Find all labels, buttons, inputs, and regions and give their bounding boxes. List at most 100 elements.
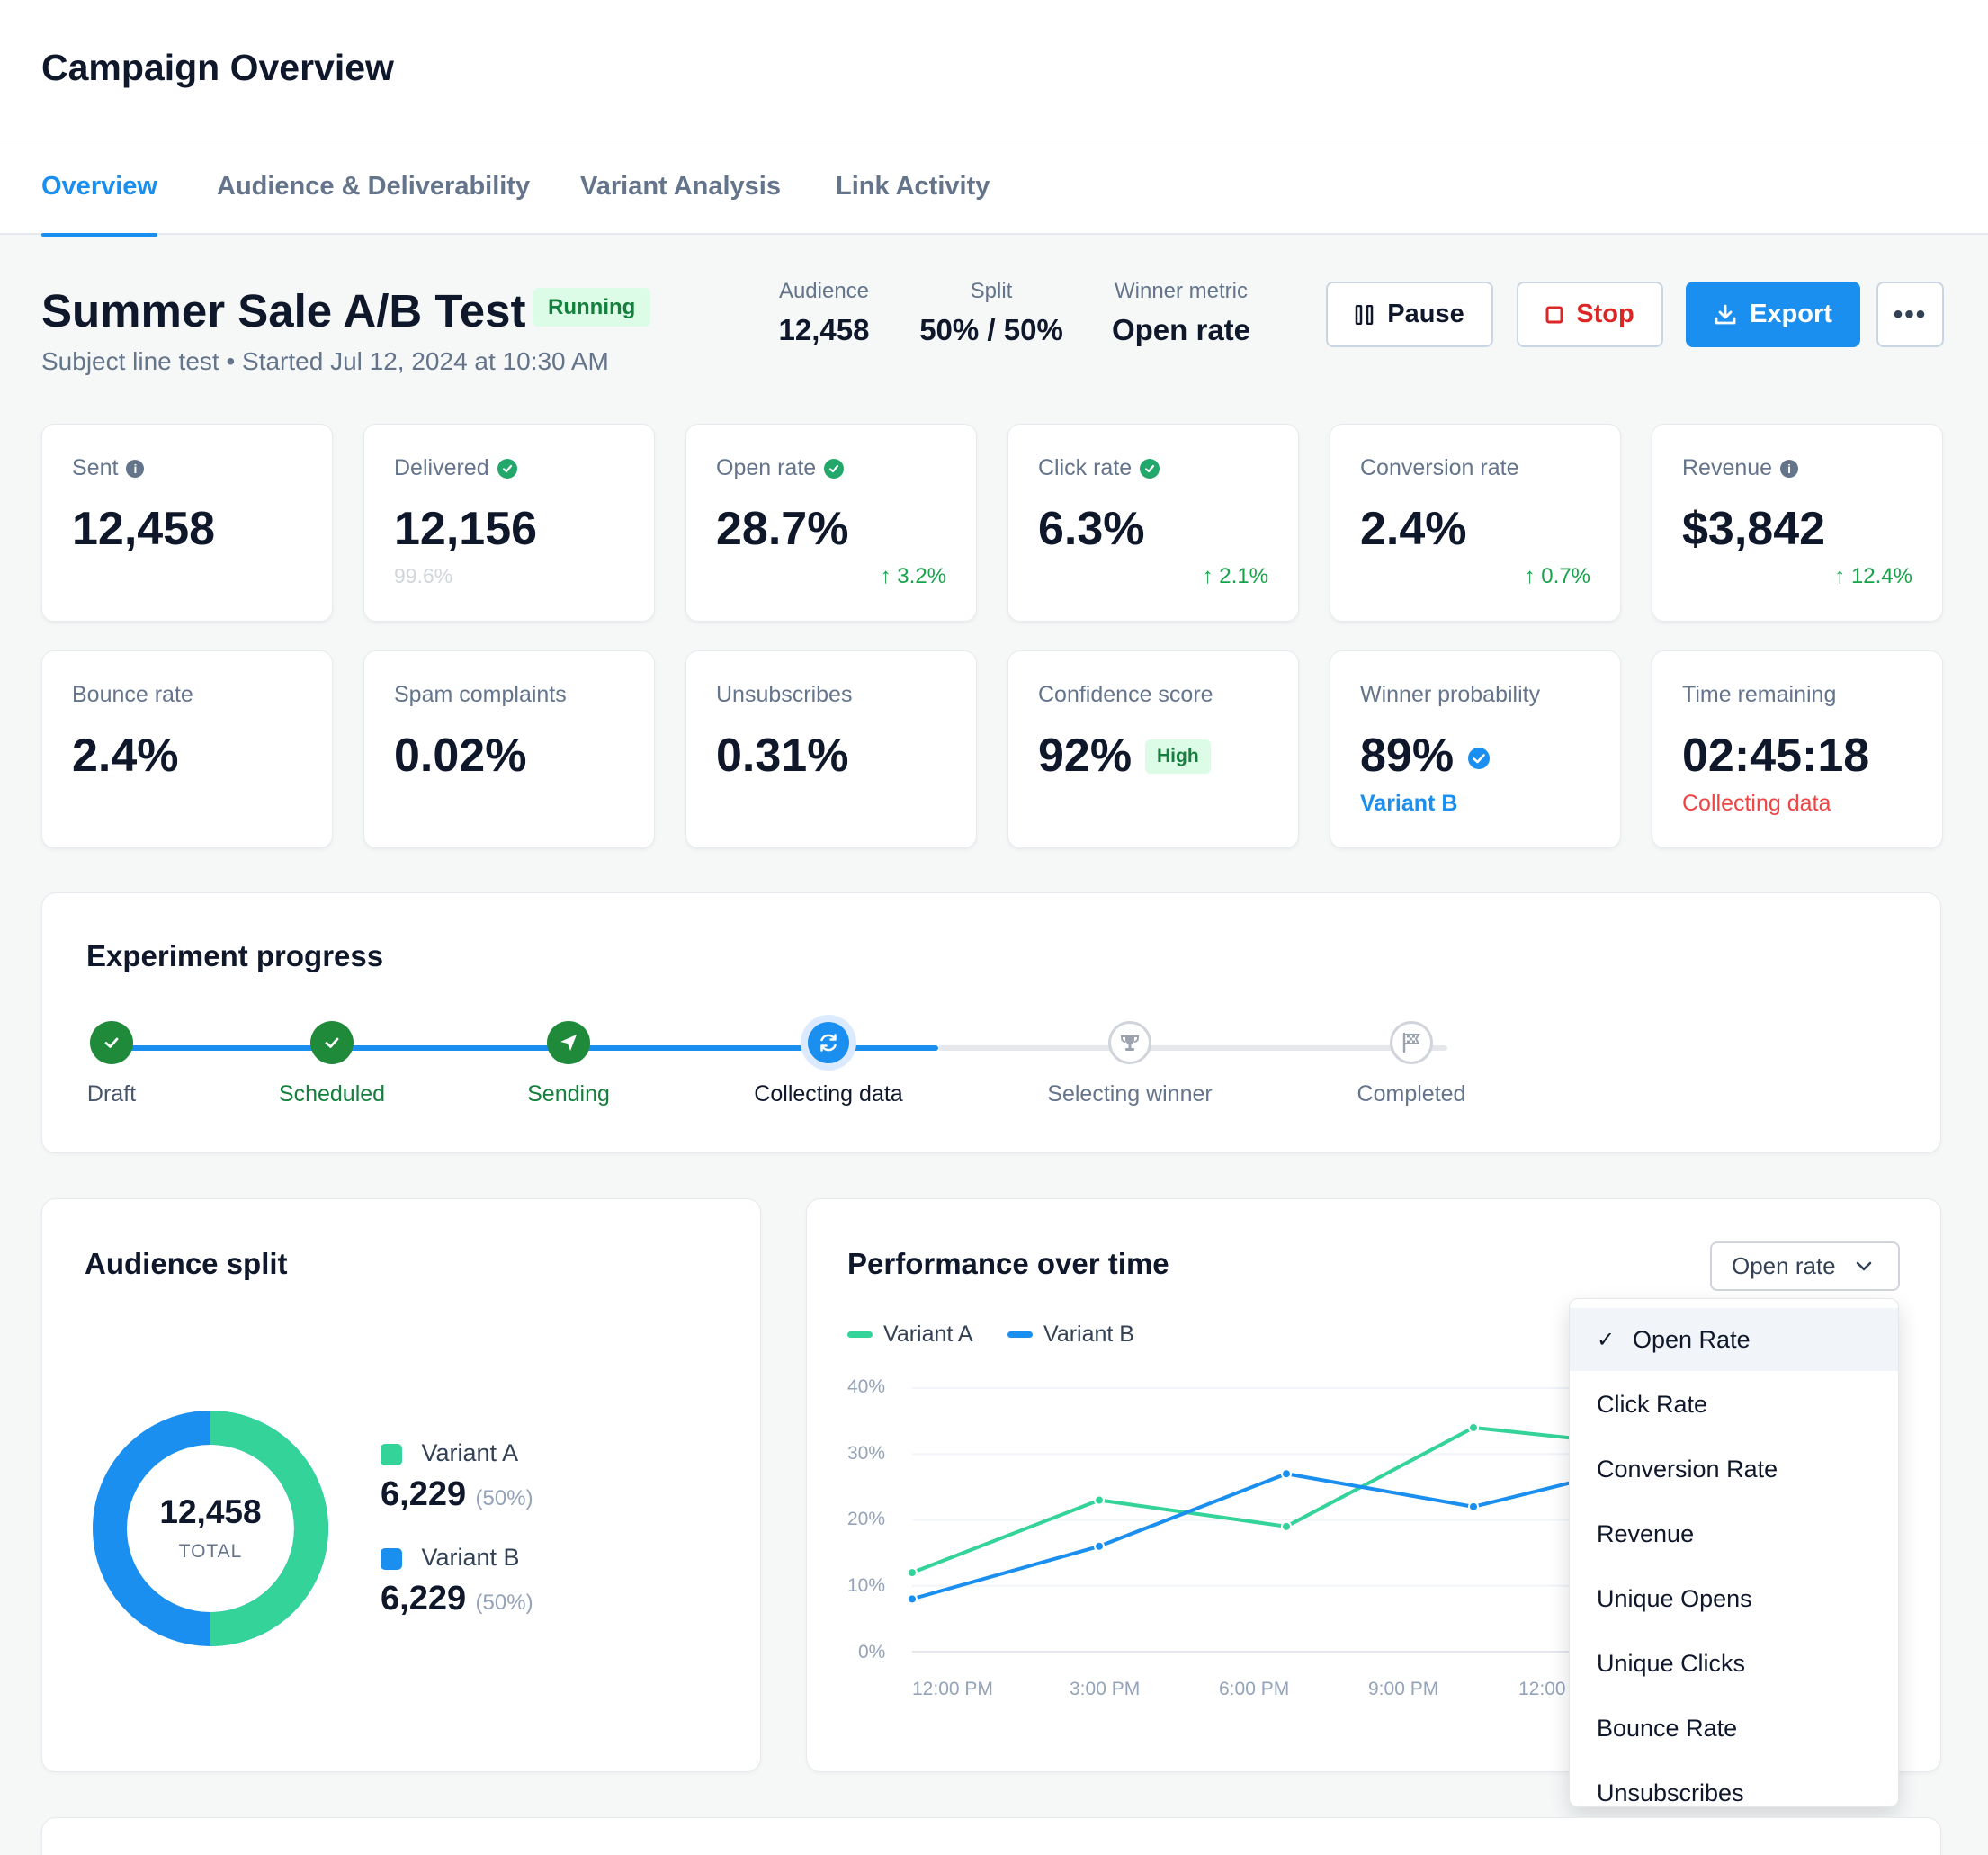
legend-swatch-b (381, 1547, 402, 1570)
metric-value: 0.31% (716, 730, 849, 782)
metric-label: Time remaining (1682, 682, 1837, 707)
menu-item-conversion-rate[interactable]: Conversion Rate (1570, 1438, 1898, 1501)
data-point[interactable] (907, 1567, 918, 1579)
data-point[interactable] (1281, 1520, 1292, 1532)
metric-card-bounce-rate: Bounce rate 2.4% (41, 650, 333, 848)
tab-overview[interactable]: Overview (41, 172, 157, 237)
metric-value: $3,842 (1682, 503, 1826, 555)
more-options-button[interactable]: ••• (1876, 282, 1944, 347)
chart-legend-variant-a: Variant A (847, 1322, 973, 1348)
data-point[interactable] (907, 1593, 918, 1605)
metric-label: Winner probability (1360, 682, 1541, 707)
page-title: Campaign Overview (41, 47, 394, 88)
meta-winner-metric: Winner metric Open rate (1105, 279, 1258, 347)
step-label-sending: Sending (527, 1081, 610, 1107)
donut-total-label: TOTAL (178, 1541, 243, 1562)
metric-delta-value: 2.1% (1219, 564, 1268, 588)
arrow-up-icon: ↑ (1524, 564, 1536, 588)
performance-line-chart (907, 1387, 1583, 1653)
refresh-icon (808, 1022, 849, 1063)
pause-button[interactable]: Pause (1326, 282, 1493, 347)
step-label-completed: Completed (1357, 1081, 1466, 1107)
x-tick: 6:00 PM (1219, 1679, 1290, 1699)
x-tick: 12:00 PM (912, 1679, 993, 1699)
metric-delta: ↑ 12.4% (1834, 564, 1912, 589)
trophy-icon (1108, 1021, 1151, 1064)
chart-legend-variant-b: Variant B (1007, 1322, 1134, 1348)
arrow-up-icon: ↑ (880, 564, 891, 588)
metric-delta-value: 12.4% (1850, 564, 1912, 588)
confidence-tag: High (1145, 739, 1211, 774)
metric-card-sent: Sent i 12,458 (41, 424, 333, 622)
metric-label: Open rate (716, 455, 845, 481)
series-line-variant-b (911, 1472, 1583, 1601)
tab-variant-analysis[interactable]: Variant Analysis (580, 172, 781, 201)
menu-item-unique-opens[interactable]: Unique Opens (1570, 1567, 1898, 1630)
data-point[interactable] (1468, 1421, 1479, 1433)
next-section-panel (41, 1817, 1941, 1855)
menu-item-unsubscribes[interactable]: Unsubscribes (1570, 1761, 1898, 1806)
metric-value: 0.02% (394, 730, 527, 782)
winner-variant-link[interactable]: Variant B (1360, 791, 1458, 816)
check-circle-icon (824, 458, 845, 479)
metric-label: Click rate (1038, 455, 1160, 481)
progress-track-remaining (938, 1045, 1447, 1051)
metric-card-time-remaining: Time remaining 02:45:18 Collecting data (1652, 650, 1943, 848)
menu-item-unique-clicks[interactable]: Unique Clicks (1570, 1632, 1898, 1695)
menu-item-label: Click Rate (1597, 1390, 1708, 1418)
series-line-variant-a (911, 1425, 1583, 1574)
data-point[interactable] (1281, 1468, 1292, 1480)
metric-label: Conversion rate (1360, 455, 1518, 481)
metric-label: Bounce rate (72, 682, 193, 707)
step-sending-send-icon (547, 1021, 590, 1064)
data-point[interactable] (1094, 1540, 1105, 1552)
x-tick: 3:00 PM (1070, 1679, 1141, 1699)
menu-item-label: Conversion Rate (1597, 1455, 1778, 1483)
tab-audience-deliverability[interactable]: Audience & Deliverability (217, 172, 531, 201)
metric-label-text: Open rate (716, 455, 817, 480)
metric-select-dropdown[interactable]: Open rate (1710, 1241, 1900, 1291)
menu-item-label: Unsubscribes (1597, 1779, 1744, 1806)
pause-label: Pause (1387, 300, 1464, 328)
legend-variant-a: Variant A (381, 1439, 518, 1467)
menu-item-label: Revenue (1597, 1519, 1695, 1547)
metric-label: Confidence score (1038, 682, 1213, 707)
info-icon[interactable]: i (1780, 459, 1799, 478)
meta-split: Split 50% / 50% (914, 279, 1069, 347)
menu-item-open-rate[interactable]: ✓ Open Rate (1570, 1308, 1898, 1371)
metric-value: 12,156 (394, 503, 538, 555)
menu-item-revenue[interactable]: Revenue (1570, 1502, 1898, 1565)
metric-label-text: Conversion rate (1360, 455, 1519, 480)
check-icon: ✓ (1597, 1327, 1616, 1352)
step-label-scheduled: Scheduled (278, 1081, 386, 1107)
metric-value: 12,458 (72, 503, 216, 555)
variant-b-count: 6,229 (50%) (381, 1580, 533, 1618)
metric-value: 89% (1360, 729, 1491, 783)
metric-card-spam-complaints: Spam complaints 0.02% (363, 650, 655, 848)
metric-card-click-rate: Click rate 6.3% ↑ 2.1% (1007, 424, 1299, 622)
step-label-draft: Draft (86, 1081, 137, 1107)
metric-select-value: Open rate (1732, 1252, 1836, 1279)
tab-link-activity[interactable]: Link Activity (836, 172, 990, 201)
progress-track-complete (112, 1045, 938, 1051)
legend-variant-b-name: Variant B (421, 1544, 520, 1571)
chart-legend-a-label: Variant A (883, 1322, 973, 1347)
donut-total-value: 12,458 (159, 1493, 262, 1530)
menu-item-click-rate[interactable]: Click Rate (1570, 1373, 1898, 1436)
data-point[interactable] (1468, 1501, 1479, 1512)
stop-button[interactable]: Stop (1517, 282, 1663, 347)
meta-label: Split (970, 279, 1013, 303)
meta-label: Winner metric (1114, 279, 1249, 303)
pause-icon (1356, 304, 1374, 325)
metric-card-unsubscribes: Unsubscribes 0.31% (685, 650, 977, 848)
experiment-progress-panel (41, 892, 1941, 1153)
menu-item-bounce-rate[interactable]: Bounce Rate (1570, 1697, 1898, 1760)
metric-value: 92% (1038, 730, 1133, 782)
export-button[interactable]: Export (1686, 282, 1860, 347)
metric-value-text: 89% (1360, 730, 1455, 782)
metric-label-text: Revenue (1682, 455, 1773, 480)
metric-card-delivered: Delivered 12,156 99.6% (363, 424, 655, 622)
info-icon[interactable]: i (126, 459, 145, 478)
data-point[interactable] (1094, 1494, 1105, 1506)
metric-select-menu: ✓ Open Rate Click Rate Conversion Rate Re… (1569, 1298, 1899, 1807)
